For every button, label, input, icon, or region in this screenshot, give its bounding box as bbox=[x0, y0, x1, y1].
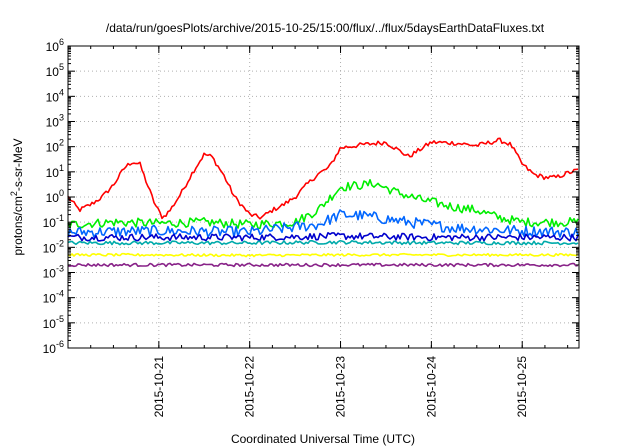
series-line-1 bbox=[67, 137, 579, 220]
series-line-5 bbox=[67, 239, 579, 246]
series-layer bbox=[67, 137, 579, 268]
x-tick-label: 2015-10-21 bbox=[152, 356, 166, 418]
y-tick-label: 10-1 bbox=[43, 213, 64, 230]
y-tick-label: 10-3 bbox=[43, 264, 64, 281]
series-line-3 bbox=[67, 209, 579, 239]
x-tick-label: 2015-10-22 bbox=[243, 356, 257, 418]
y-tick-label: 103 bbox=[46, 113, 64, 130]
series-line-2 bbox=[67, 179, 579, 230]
x-tick-label: 2015-10-25 bbox=[515, 356, 529, 418]
axis-ticks bbox=[67, 45, 579, 349]
y-tick-label: 102 bbox=[46, 138, 64, 155]
y-tick-label: 106 bbox=[46, 37, 64, 54]
y-tick-label: 10-2 bbox=[43, 238, 64, 255]
y-tick-label: 10-5 bbox=[43, 314, 64, 331]
series-line-4 bbox=[67, 232, 579, 242]
y-axis-title: protons/cm2-s-sr-MeV bbox=[9, 138, 25, 255]
y-tick-label: 105 bbox=[46, 62, 64, 79]
y-tick-label: 100 bbox=[46, 188, 64, 205]
series-line-6 bbox=[67, 252, 579, 258]
x-tick-labels: 2015-10-21 2015-10-22 2015-10-23 2015-10-24… bbox=[152, 356, 529, 418]
x-tick-label: 2015-10-23 bbox=[334, 356, 348, 418]
y-tick-label: 104 bbox=[46, 87, 64, 104]
y-tick-labels: 10-6 10-5 10-4 10-3 10-2 10-1 100 101 102 103 104 1… bbox=[43, 37, 64, 356]
y-tick-label: 10-4 bbox=[43, 289, 64, 306]
y-tick-label: 101 bbox=[46, 163, 64, 180]
x-axis-title: Coordinated Universal Time (UTC) bbox=[231, 432, 415, 446]
x-tick-label: 2015-10-24 bbox=[424, 356, 438, 418]
chart-title: /data/run/goesPlots/archive/2015-10-25/1… bbox=[106, 21, 545, 35]
grid-lines bbox=[68, 46, 579, 348]
series-line-7 bbox=[67, 262, 579, 268]
y-tick-label: 10-6 bbox=[43, 339, 64, 356]
